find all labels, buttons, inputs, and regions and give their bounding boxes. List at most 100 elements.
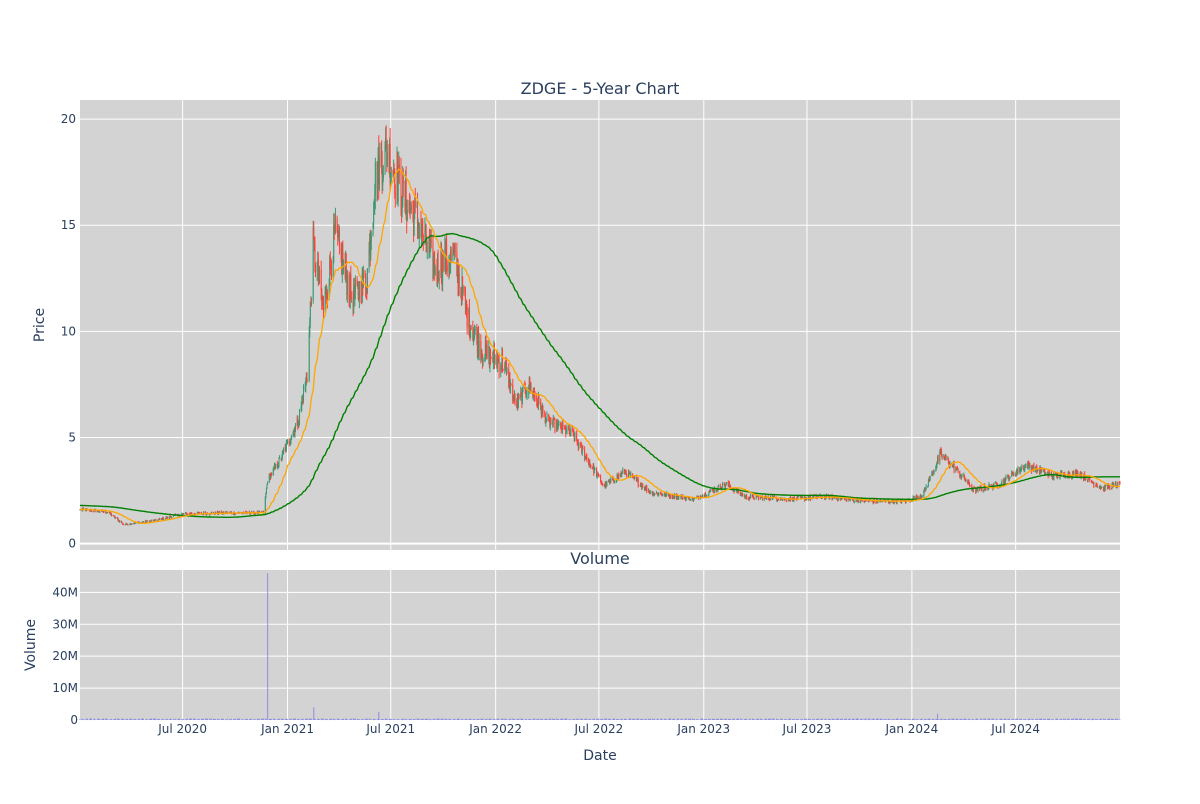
candle-body: [1099, 486, 1101, 488]
volume-bar: [837, 718, 839, 720]
candle-body: [370, 240, 372, 256]
candle-body: [197, 512, 199, 513]
candle-body: [290, 439, 292, 443]
volume-bar: [139, 718, 141, 720]
volume-bar: [282, 719, 285, 720]
candle-body: [250, 513, 252, 514]
candle-body: [433, 262, 435, 279]
volume-bar: [610, 719, 612, 721]
candle-body: [1032, 467, 1034, 470]
candle-body: [585, 456, 587, 458]
volume-bar: [913, 718, 915, 720]
candle-body: [410, 210, 412, 212]
candle-body: [748, 497, 750, 500]
candle-body: [478, 332, 480, 356]
volume-bar: [741, 719, 744, 720]
candle-body: [1059, 477, 1061, 478]
candle-body: [458, 273, 460, 289]
candle-body: [373, 212, 375, 224]
candle-body: [458, 273, 460, 288]
candle-body: [269, 474, 271, 479]
candle-body: [933, 470, 935, 473]
volume-bar: [482, 718, 484, 720]
candle-body: [582, 448, 584, 450]
volume-bar: [119, 719, 121, 720]
volume-bar: [733, 719, 736, 720]
candle-body: [601, 482, 603, 484]
candle-body: [1085, 477, 1087, 480]
candle-body: [481, 352, 483, 355]
candle-body: [589, 463, 591, 466]
candle-body: [580, 444, 582, 445]
volume-bar: [1033, 719, 1035, 721]
candle-body: [640, 484, 642, 486]
date-tick-label: Jan 2024: [884, 722, 938, 736]
candle-body: [397, 160, 399, 202]
volume-bar: [127, 718, 129, 720]
candle-body: [314, 266, 316, 272]
candle-body: [492, 350, 494, 363]
candle-body: [600, 481, 602, 483]
candle-body: [578, 443, 580, 448]
candle-body: [541, 407, 543, 415]
volume-bar: [622, 719, 624, 720]
candle-body: [1080, 473, 1082, 478]
volume-bar: [286, 718, 289, 720]
candle-body: [482, 361, 484, 363]
candle-body: [633, 477, 635, 479]
candle-body: [743, 495, 745, 497]
volume-bar: [191, 718, 193, 720]
volume-bar: [749, 718, 751, 720]
candle-body: [661, 495, 663, 496]
candle-body: [975, 489, 977, 493]
candle-body: [953, 463, 955, 465]
volume-bar: [532, 718, 534, 720]
candle-body: [868, 500, 870, 502]
candle-body: [573, 435, 575, 441]
candle-body: [109, 512, 111, 513]
candle-body: [841, 497, 843, 499]
candle-body: [118, 520, 120, 522]
candle-body: [510, 384, 512, 386]
candle-body: [803, 496, 805, 498]
volume-bar: [552, 718, 554, 720]
volume-bar: [230, 718, 232, 720]
candle-body: [1043, 469, 1045, 471]
candle-body: [300, 405, 302, 412]
candle-body: [629, 473, 631, 475]
candle-body: [321, 290, 323, 301]
candle-body: [369, 238, 371, 256]
candle-body: [877, 501, 879, 503]
volume-bar: [865, 719, 867, 720]
candle-body: [180, 513, 182, 515]
volume-bar: [749, 719, 752, 720]
candle-body: [528, 378, 530, 388]
candle-body: [170, 516, 172, 518]
candle-body: [440, 252, 442, 278]
candle-body: [1005, 476, 1007, 479]
candle-body: [167, 516, 169, 519]
volume-bar: [526, 719, 528, 721]
candle-body: [550, 420, 552, 423]
candle-body: [283, 450, 285, 452]
candle-body: [1112, 483, 1114, 486]
candle-body: [574, 433, 576, 441]
candle-body: [639, 484, 641, 486]
candle-body: [324, 292, 326, 311]
volume-bar: [378, 712, 380, 720]
candle-body: [957, 468, 958, 469]
candle-body: [901, 500, 903, 503]
candle-body: [768, 498, 770, 500]
candle-body: [647, 490, 649, 492]
candle-body: [309, 301, 311, 322]
candle-body: [969, 485, 971, 487]
candle-body: [131, 523, 133, 525]
candle-body: [746, 495, 748, 499]
volume-bar: [977, 719, 979, 720]
volume-bar: [179, 718, 181, 720]
candle-body: [857, 499, 859, 503]
candle-body: [965, 480, 967, 482]
candle-body: [740, 492, 742, 495]
candle-body: [875, 501, 877, 503]
volume-bar: [578, 718, 580, 720]
